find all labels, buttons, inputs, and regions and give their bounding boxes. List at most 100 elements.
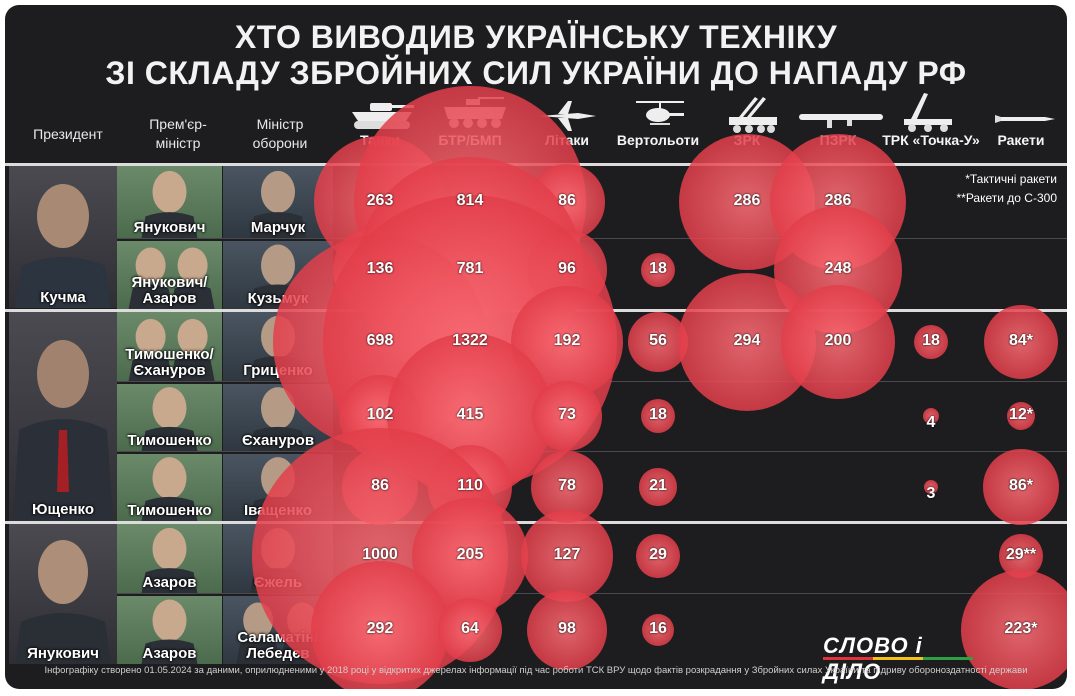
president-photo-kuchma: Кучма xyxy=(9,166,117,308)
bubble-r6-c3 xyxy=(641,613,675,647)
note-tactical: *Тактичні ракети xyxy=(965,172,1057,186)
portrait-silhouette xyxy=(250,170,306,238)
minister-photo-row-0: Марчук xyxy=(223,166,333,238)
bubble-label-r5-c3: 29 xyxy=(649,546,667,563)
pm-name: Азаров xyxy=(117,646,222,662)
body-shape xyxy=(250,426,306,451)
bubble-r6-c2 xyxy=(526,589,608,671)
face-shape xyxy=(152,170,187,213)
bubble-label-r0-c1: 814 xyxy=(456,192,484,209)
name-line-1: Тимошенко/ xyxy=(125,346,214,363)
minister-name: Єхануров xyxy=(223,433,333,449)
bubble-r6-c0 xyxy=(310,560,450,689)
bubble-r5-c3 xyxy=(636,534,680,578)
column-header-7: Ракети xyxy=(997,132,1045,148)
president-photo-yushchenko: Ющенко xyxy=(9,312,117,521)
bubble-r6-c1 xyxy=(437,597,503,663)
name-line-1: Єхануров xyxy=(241,432,315,449)
manpads-icon xyxy=(799,114,883,128)
pm-name: Тимошенко xyxy=(117,433,222,449)
tochka-icon xyxy=(904,93,952,132)
pm-photo-row-4: Тимошенко xyxy=(117,454,222,521)
president-name-yanukovych: Янукович xyxy=(27,645,99,662)
body-shape xyxy=(170,284,215,309)
bubble-label-r6-c0: 292 xyxy=(366,620,394,637)
header-minister-line1: Міністр xyxy=(256,116,304,132)
infographic-card: ХТО ВИВОДИВ УКРАЇНСЬКУ ТЕХНІКУ ЗІ СКЛАДУ… xyxy=(5,5,1067,689)
bubble-label-r5-c1: 205 xyxy=(456,546,484,563)
body-shape xyxy=(141,496,198,521)
bubble-label-r5-c2: 127 xyxy=(553,546,581,563)
body-shape xyxy=(236,639,281,664)
portrait-silhouette xyxy=(128,318,215,381)
portrait-silhouette xyxy=(141,527,198,593)
pm-name: Тимошенко/Єхануров xyxy=(117,347,222,379)
footer-source: Інфографіку створено 01.05.2024 за даним… xyxy=(44,665,1028,676)
bubble-r4-c7 xyxy=(983,449,1059,525)
name-line-1: Тимошенко xyxy=(127,502,212,519)
header-president: Президент xyxy=(33,126,103,142)
bubble-r2-c7 xyxy=(983,304,1059,380)
column-header-6: ТРК «Точка-У» xyxy=(882,132,980,148)
bubble-label-r0-c4: 286 xyxy=(733,192,761,209)
pm-name: Янукович xyxy=(117,220,222,236)
bubble-label-r4-c3: 21 xyxy=(649,477,667,494)
name-line-1: Янукович/ xyxy=(131,274,208,291)
portrait-silhouette xyxy=(250,387,306,451)
bubble-label-r2-c6: 18 xyxy=(922,332,940,349)
bubble-r2-c6 xyxy=(913,324,949,360)
face-shape xyxy=(152,527,187,570)
bubble-label-r1-c2: 96 xyxy=(558,260,576,277)
name-line-2: Єхануров xyxy=(133,362,206,379)
bubble-r5-c2 xyxy=(521,510,613,602)
bubble-label-r2-c5: 200 xyxy=(824,332,852,349)
header-pm-line1: Прем'єр- xyxy=(149,116,207,132)
bubble-label-r6-c7: 223* xyxy=(1004,620,1038,637)
bubble-label-r2-c4: 294 xyxy=(733,332,761,349)
face-shape xyxy=(152,599,187,642)
name-line-1: Марчук xyxy=(250,219,306,236)
bubble-label-r4-c1: 110 xyxy=(457,477,483,494)
sam-icon xyxy=(729,97,777,133)
column-header-3: Вертольоти xyxy=(616,132,700,148)
portrait-silhouette xyxy=(141,457,198,521)
bubble-r1-c3 xyxy=(640,252,676,288)
header-minister-line2: оборони xyxy=(252,135,308,151)
face-shape xyxy=(177,247,208,284)
president-name-yushchenko: Ющенко xyxy=(32,501,94,518)
bubble-r6-c7 xyxy=(960,569,1067,689)
title-line-1: ХТО ВИВОДИВ УКРАЇНСЬКУ ТЕХНІКУ xyxy=(234,19,838,55)
bubble-label-r2-c3: 56 xyxy=(649,332,667,349)
bubble-label-r4-c7: 86* xyxy=(1008,477,1034,494)
bubble-label-r2-c1: 1322 xyxy=(452,332,488,349)
header-pm-line2: міністр xyxy=(155,135,201,151)
bubble-label-r1-c5: 248 xyxy=(824,260,852,277)
portrait-silhouette xyxy=(15,184,111,308)
bubble-label-r6-c2: 98 xyxy=(558,620,576,637)
name-line-1: Янукович xyxy=(133,219,206,236)
notes: *Тактичні ракети **Ракети до С-300 xyxy=(956,170,1057,208)
title-line-2: ЗІ СКЛАДУ ЗБРОЙНИХ СИЛ УКРАЇНИ ДО НАПАДУ… xyxy=(105,55,967,91)
bubble-label-r4-c6: 3 xyxy=(926,485,936,502)
bubble-label-r1-c0: 136 xyxy=(366,260,394,277)
bubble-label-r0-c0: 263 xyxy=(366,192,394,209)
bubble-label-r2-c2: 192 xyxy=(553,332,581,349)
name-line-1: Азаров xyxy=(142,645,197,662)
name-line-1: Азаров xyxy=(142,574,197,591)
body-shape xyxy=(141,212,198,238)
bubble-label-r6-c1: 64 xyxy=(461,620,479,637)
pm-photo-row-0: Янукович xyxy=(117,166,222,238)
bubble-label-r4-c2: 78 xyxy=(558,477,576,494)
name-line-1: Тимошенко xyxy=(127,432,212,449)
bubble-label-r6-c3: 16 xyxy=(649,620,667,637)
portrait-silhouette xyxy=(13,340,113,521)
face-shape xyxy=(261,387,295,430)
bubble-r3-c7 xyxy=(1006,401,1036,431)
face-shape xyxy=(152,387,187,430)
bubble-label-r2-c7: 84* xyxy=(1008,332,1034,349)
bubble-label-r3-c2: 73 xyxy=(558,406,576,423)
body-shape xyxy=(141,639,198,664)
pm-photo-row-3: Тимошенко xyxy=(117,384,222,451)
bubble-label-r5-c7: 29** xyxy=(1005,546,1037,563)
bubble-label-r1-c3: 18 xyxy=(649,260,667,277)
